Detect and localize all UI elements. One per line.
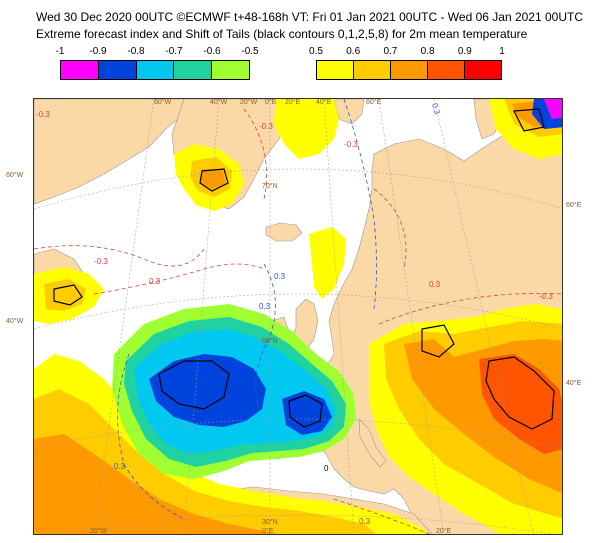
cold-efi-shading [112,99,562,479]
contour-label: 0.3 [149,277,161,286]
legend-color-box [391,61,428,79]
legend-color-box [61,61,99,79]
outer-label-right-60e: 60°E [566,202,582,209]
legend-tick-label: -0.6 [203,46,221,57]
legend-tick-label: -0.5 [241,46,259,57]
positive-contours [34,108,562,534]
parallel-label: 30°N [262,518,278,526]
warm-efi-shading [34,99,562,534]
negative-contours [117,99,377,520]
legend-color-box [317,61,354,79]
cold-legend: -1 -0.9 -0.8 -0.7 -0.6 -0.5 [56,46,259,82]
lon-label: 20°W [240,99,258,106]
lon-label: 20°W [90,527,108,535]
contour-label: 0 [324,464,329,473]
graticule-labels: 60°W 40°W 20°W 0°E 20°E 40°E 60°E 20°W 0… [90,99,452,535]
efi-warm-subtropical-core [34,434,276,534]
legend-color-box [465,61,501,79]
contour-label: -0.3 [36,110,50,119]
efi-cold-08 [149,354,266,427]
map-title-line2: Extreme forecast index and Shift of Tail… [36,27,528,41]
legend-tick-label: 0.7 [383,46,398,57]
lon-label: 20°E [436,527,452,535]
legend-tick-label: -0.8 [127,46,145,57]
contour-label: 0.3 [114,462,126,471]
lon-label: 60°W [154,99,172,106]
contour-label: -0.3 [259,122,273,131]
legend-tick-label: -1 [55,46,65,57]
contour-label: 0.3 [429,280,441,289]
contour-value-labels: -0.3 -0.3 -0.3 -0.3 -0.3 0.3 0.3 0.3 0.3… [36,102,553,526]
warm-legend: 0.5 0.6 0.7 0.8 0.9 1 [309,46,505,82]
legend-color-box [212,61,249,79]
legend-tick-label: 0.5 [309,46,323,57]
contour-label: 0.3 [274,272,286,281]
legend-color-box [428,61,465,79]
contour-label: -0.3 [344,140,358,149]
efi-cold-magenta [544,99,562,119]
contour-label: -0.3 [539,292,553,301]
lon-label: 40°W [210,99,228,106]
legend-tick-label: -0.7 [165,46,183,57]
contour-label: -0.3 [94,257,108,266]
lon-label: 60°E [366,99,382,106]
lon-label: 20°E [285,99,301,106]
map-title-line1: Wed 30 Dec 2020 00UTC ©ECMWF t+48-168h V… [36,10,583,24]
land-iceland [265,222,303,242]
parallel-label: 50°N [262,337,278,345]
legend-tick-label: 0.9 [457,46,472,57]
legend-tick-label: -0.9 [89,46,107,57]
shift-of-tails-contours [53,108,555,430]
lon-label: 0°E [265,99,277,106]
legend-tick-label: 0.6 [346,46,361,57]
parallel-label: 70°N [262,182,278,190]
lon-label: 0°E [262,527,274,535]
contour-label: 0.3 [430,102,442,116]
outer-label-right-40e: 40°E [566,380,582,387]
legend-tick-label: 1 [499,46,505,57]
efi-warm-barents [274,99,339,159]
land-italy [358,418,387,468]
efi-map: -0.3 -0.3 -0.3 -0.3 -0.3 0.3 0.3 0.3 0.3… [33,98,563,535]
contour-label: 0.3 [359,517,371,526]
legend-color-box [136,61,175,79]
lon-label: 40°E [316,99,332,106]
efi-warm-norway-coast [309,227,346,299]
legend-tick-label: 0.8 [420,46,435,57]
outer-label-left-40w: 40°W [6,318,24,325]
efi-cold-magenta-rim [532,99,562,129]
legend-color-box [174,61,213,79]
graticule [34,99,562,534]
outer-label-left-60w: 60°W [6,172,24,179]
contour-label: 0.3 [259,302,271,311]
legend-color-box [354,61,391,79]
legend-color-box [98,61,137,79]
